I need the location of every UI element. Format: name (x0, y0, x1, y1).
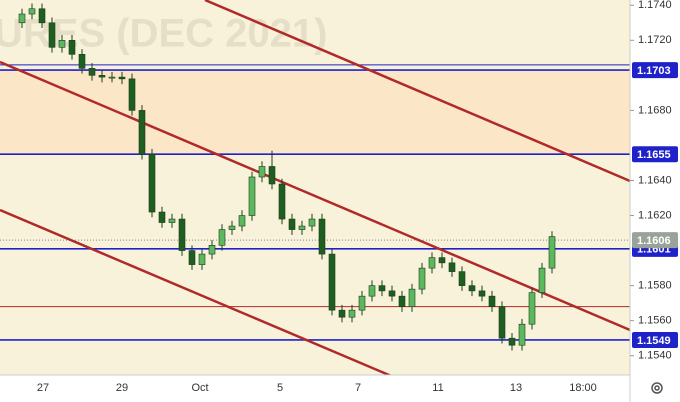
candle-body (258, 166, 266, 178)
trend-line (0, 208, 397, 380)
candle-body (348, 309, 356, 318)
candle-body (68, 40, 76, 55)
candle-body (418, 267, 426, 290)
candle-body (48, 22, 56, 48)
candle-body (78, 54, 86, 69)
y-tick-label: 1.1740 (638, 0, 672, 11)
candle-body (548, 236, 556, 269)
x-tick-label: 11 (432, 382, 443, 394)
bands (0, 70, 630, 155)
level-label: 1.1703 (637, 65, 671, 77)
candle-body (338, 309, 346, 318)
candle-body (378, 285, 386, 292)
trend-line (0, 60, 631, 332)
x-tick-label: 18:00 (569, 382, 597, 394)
candle-body (228, 225, 236, 230)
candle-body (318, 218, 326, 255)
level-label-box (632, 331, 678, 348)
last-price-box (632, 232, 678, 249)
candle-body (238, 215, 246, 227)
candle-body (198, 253, 206, 265)
candle-body (278, 183, 286, 220)
candle-body (528, 292, 536, 325)
gear[interactable] (651, 382, 663, 394)
y-tick-label: 1.1620 (638, 209, 672, 221)
level-label-box (632, 62, 678, 79)
candle-body (118, 76, 126, 80)
y-tick-label: 1.1640 (638, 174, 672, 186)
candle-body (128, 78, 136, 111)
candle-body (518, 323, 526, 346)
candle-body (328, 253, 336, 311)
candle-body (138, 110, 146, 155)
plot-background (0, 0, 630, 375)
candle-body (108, 76, 116, 79)
x-tick-label: 13 (510, 382, 522, 394)
candle-body (298, 225, 306, 230)
candle-body (508, 337, 516, 346)
y-tick-label: 1.1680 (638, 104, 672, 116)
candle-body (308, 218, 316, 227)
level-label: 1.1549 (637, 335, 671, 347)
candle-body (368, 285, 376, 297)
candle-body (358, 295, 366, 311)
candle-body (148, 153, 156, 213)
candle-body (168, 218, 176, 223)
candle-body (478, 290, 486, 297)
candle-body (438, 257, 446, 264)
x-tick-label: 5 (277, 382, 283, 394)
x-tick-label: 7 (355, 382, 361, 394)
x-tick-label: Oct (191, 382, 208, 394)
candle-body (448, 262, 456, 272)
y-tick-label: 1.1720 (638, 34, 672, 46)
candle-body (468, 285, 476, 292)
level-label-box (632, 146, 678, 163)
level-band (0, 70, 630, 155)
candle-body (408, 288, 416, 307)
candle-body (458, 271, 466, 286)
candle-body (398, 295, 406, 307)
x-tick-label: 29 (116, 382, 128, 394)
candle-body (268, 166, 276, 185)
candle-body (488, 295, 496, 307)
y-tick-label: 1.1580 (638, 280, 672, 292)
candle-body (98, 75, 106, 78)
candle-body (28, 8, 36, 15)
axis-labels: 1.1740 1.1720 1.1680 1.1640 1.1620 1.1580 1.15… (37, 0, 678, 394)
candle-body (158, 211, 166, 223)
trend-line (204, 0, 631, 183)
level-label: 1.1655 (637, 149, 671, 161)
candle-body (18, 13, 26, 24)
x-tick-label: 27 (37, 382, 49, 394)
last-price-label: 1.1606 (637, 235, 671, 247)
time-axis (0, 375, 630, 402)
candle-body (218, 229, 226, 246)
candle-body (58, 40, 66, 48)
y-tick-label: 1.1540 (638, 350, 672, 362)
candle-body (428, 257, 436, 269)
candle-body (178, 218, 186, 251)
candle-body (208, 245, 216, 255)
candles (18, 3, 556, 351)
candle-body (38, 8, 46, 24)
candle-body (88, 68, 96, 76)
settings-icon[interactable] (651, 382, 663, 394)
candle-body (538, 267, 546, 293)
candle-body (498, 306, 506, 339)
candle-body (288, 218, 296, 230)
candle-body (248, 176, 256, 216)
gear-center[interactable] (654, 385, 660, 391)
y-tick-label: 1.1560 (638, 315, 672, 327)
trend-lines (0, 0, 631, 380)
candle-body (188, 250, 196, 265)
candle-body (388, 290, 396, 297)
